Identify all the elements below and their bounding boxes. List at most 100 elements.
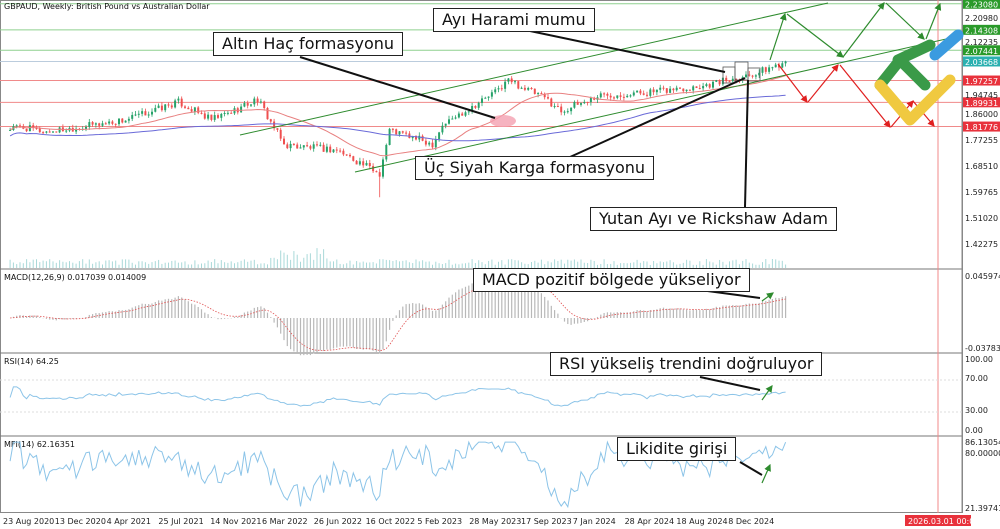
candle-body <box>560 106 563 113</box>
candle-body <box>622 96 625 98</box>
candle-body <box>134 114 137 116</box>
candle-body <box>698 88 701 90</box>
candle-body <box>751 75 754 77</box>
annotation-pointer-line <box>699 376 761 391</box>
candle-body <box>405 132 408 134</box>
candle-body <box>240 106 243 113</box>
price-level-value: 1.97257 <box>965 77 998 86</box>
candle-body <box>65 130 68 132</box>
candle-body <box>210 114 213 120</box>
candle-body <box>484 97 487 99</box>
candle-body <box>190 109 193 112</box>
indicator-up-arrow <box>761 385 773 401</box>
time-axis-tick: 28 Apr 2024 <box>625 517 674 526</box>
candle-body <box>358 161 361 165</box>
candle-body <box>652 89 655 93</box>
mfi-min: 21.39741 <box>965 504 1000 513</box>
candle-body <box>616 95 619 98</box>
candle-body <box>461 113 464 116</box>
candle-body <box>415 136 417 140</box>
price-level-value: 2.03668 <box>965 58 998 67</box>
candle-body <box>108 121 111 124</box>
candle-body <box>269 119 272 122</box>
candle-body <box>543 93 546 98</box>
candle-body <box>28 125 31 132</box>
candle-body <box>184 106 186 108</box>
candle-body <box>375 171 378 173</box>
candle-body <box>365 162 368 166</box>
candle-body <box>263 101 266 109</box>
golden-cross-marker <box>490 115 516 127</box>
candle-body <box>243 103 246 107</box>
candle-body <box>619 95 622 97</box>
channel-lower-line <box>354 36 956 173</box>
candle-body <box>45 131 48 133</box>
candle-body <box>131 114 134 119</box>
price-level-badge <box>963 56 1000 67</box>
bullish-projection-arrow <box>842 2 885 58</box>
candle-body <box>213 115 216 120</box>
candle-body <box>748 74 751 76</box>
price-axis-tick: 1.59765 <box>965 188 998 197</box>
price-level-badge <box>963 24 1000 35</box>
candle-body <box>477 102 480 108</box>
candle-body <box>104 123 107 125</box>
candle-body <box>312 144 315 149</box>
annotation-engulfing-rickshaw: Yutan Ayı ve Rickshaw Adam <box>590 207 837 231</box>
candle-body <box>368 162 371 167</box>
time-axis-tick: 25 Jul 2021 <box>158 517 203 526</box>
candle-body <box>586 101 589 103</box>
candle-body <box>38 128 41 133</box>
candle-body <box>395 129 398 135</box>
candle-body <box>167 104 170 106</box>
candle-body <box>137 113 140 115</box>
candle-body <box>259 101 262 103</box>
candle-body <box>58 127 61 133</box>
candle-body <box>279 129 282 139</box>
candle-body <box>75 128 78 132</box>
candle-body <box>203 113 206 119</box>
candle-body <box>533 88 536 94</box>
price-level-value: 1.81776 <box>965 123 998 132</box>
mfi-max: 86.13054 <box>965 438 1000 447</box>
candle-body <box>487 96 490 98</box>
candle-body <box>431 142 434 148</box>
candle-body <box>510 78 513 83</box>
candle-body <box>253 98 256 105</box>
price-level-badge <box>963 121 1000 132</box>
logo-blue-mark <box>929 29 964 61</box>
candle-body <box>256 98 259 103</box>
candle-body <box>319 144 322 146</box>
candle-body <box>444 123 447 126</box>
time-axis-tick: 5 Feb 2023 <box>417 517 462 526</box>
annotation-three-black-crows: Üç Siyah Karga formasyonu <box>415 156 655 180</box>
rsi-level: 70.00 <box>965 374 988 383</box>
bearish-projection-arrow <box>839 64 891 128</box>
candle-body <box>94 123 97 125</box>
candle-body <box>589 97 592 103</box>
candle-body <box>160 105 163 111</box>
candle-body <box>566 111 569 113</box>
candle-body <box>147 114 150 116</box>
time-axis-tick: 17 Sep 2023 <box>521 517 572 526</box>
candle-body <box>682 88 685 92</box>
candle-body <box>573 102 576 108</box>
candle-body <box>679 87 681 89</box>
time-axis-tick: 4 Apr 2021 <box>107 517 151 526</box>
candle-body <box>388 128 391 145</box>
macd-label: MACD(12,26,9) 0.017039 0.014009 <box>4 273 146 282</box>
candle-body <box>754 75 757 77</box>
candle-body <box>418 135 421 140</box>
time-axis-tick: 16 Oct 2022 <box>366 517 415 526</box>
candle-body <box>42 132 45 134</box>
candle-body <box>266 108 269 120</box>
candle-body <box>471 105 474 112</box>
candle-body <box>421 135 424 141</box>
candle-body <box>764 67 767 72</box>
candle-body <box>583 101 586 104</box>
candle-body <box>246 103 249 106</box>
price-axis-tick: 1.86000 <box>965 110 998 119</box>
annotation-golden-cross: Altın Haç formasyonu <box>213 32 404 56</box>
candle-body <box>451 118 454 120</box>
